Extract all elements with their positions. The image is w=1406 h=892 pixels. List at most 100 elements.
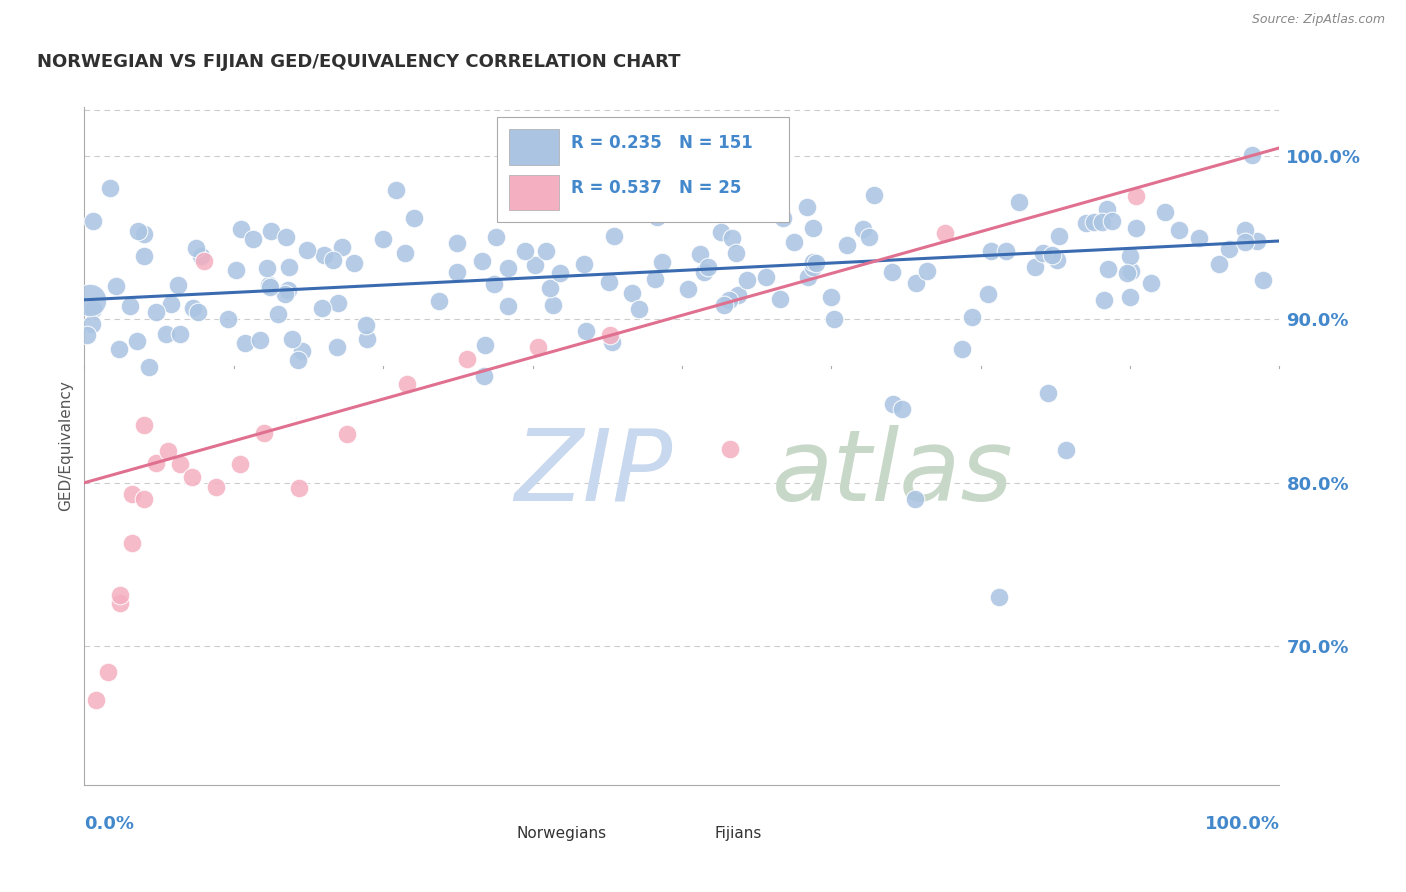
Point xyxy=(1119,264,1142,278)
Point xyxy=(651,255,673,269)
Point xyxy=(145,305,167,319)
Point xyxy=(278,260,301,274)
Point xyxy=(356,332,378,346)
Point xyxy=(1024,260,1046,275)
FancyBboxPatch shape xyxy=(479,823,510,847)
Text: NORWEGIAN VS FIJIAN GED/EQUIVALENCY CORRELATION CHART: NORWEGIAN VS FIJIAN GED/EQUIVALENCY CORR… xyxy=(37,53,681,70)
Point xyxy=(166,278,188,293)
FancyBboxPatch shape xyxy=(676,823,707,847)
FancyBboxPatch shape xyxy=(509,175,558,211)
Point xyxy=(138,360,160,375)
Point xyxy=(157,444,180,458)
Point xyxy=(1246,234,1268,248)
Point xyxy=(713,298,735,312)
Point xyxy=(950,343,973,357)
Point xyxy=(1092,293,1115,308)
Point xyxy=(980,244,1002,259)
Point xyxy=(1139,277,1161,291)
Point xyxy=(82,214,104,228)
Point xyxy=(86,693,108,707)
Point xyxy=(1036,385,1059,400)
Point xyxy=(603,229,626,244)
Point xyxy=(322,253,344,268)
Point xyxy=(169,327,191,342)
Point xyxy=(1240,148,1263,162)
Point xyxy=(1054,443,1077,458)
Point xyxy=(267,307,290,321)
Point xyxy=(121,487,143,501)
Point xyxy=(689,247,711,261)
Point xyxy=(336,426,359,441)
Point xyxy=(277,283,299,297)
Point xyxy=(193,254,215,268)
Point xyxy=(768,292,790,306)
Point xyxy=(880,265,903,279)
Point xyxy=(995,244,1018,258)
Point xyxy=(125,334,148,348)
Point xyxy=(721,231,744,245)
Point xyxy=(835,238,858,252)
Point xyxy=(1119,249,1142,263)
Point xyxy=(427,294,450,309)
Point xyxy=(181,301,204,315)
Point xyxy=(987,590,1010,604)
Point xyxy=(823,312,845,326)
Text: Norwegians: Norwegians xyxy=(517,826,607,841)
Point xyxy=(82,318,104,332)
Point xyxy=(915,264,938,278)
Point xyxy=(1233,223,1256,237)
Point xyxy=(249,334,271,348)
Point xyxy=(325,340,347,354)
Point xyxy=(295,243,318,257)
Point xyxy=(498,261,520,276)
Point xyxy=(796,201,818,215)
Point xyxy=(145,456,167,470)
FancyBboxPatch shape xyxy=(496,117,790,222)
Point xyxy=(724,246,747,260)
Point xyxy=(328,295,350,310)
Point xyxy=(132,491,156,506)
Point xyxy=(600,334,623,349)
Point xyxy=(598,275,620,289)
Point xyxy=(291,343,314,358)
Point xyxy=(852,221,875,235)
Point xyxy=(797,270,820,285)
Point xyxy=(97,665,120,679)
Point xyxy=(281,332,304,346)
Point xyxy=(1076,216,1098,230)
Point xyxy=(155,326,177,341)
Point xyxy=(1188,231,1211,245)
Point xyxy=(1032,246,1054,260)
Point xyxy=(718,293,741,307)
Point xyxy=(1251,273,1274,287)
Point xyxy=(754,270,776,285)
Point xyxy=(385,183,408,197)
Point xyxy=(446,235,468,250)
Point xyxy=(82,301,104,316)
Point xyxy=(803,260,825,275)
Point xyxy=(513,244,536,258)
Point xyxy=(276,230,298,244)
Text: R = 0.235   N = 151: R = 0.235 N = 151 xyxy=(571,134,752,152)
Point xyxy=(1083,215,1105,229)
Point xyxy=(863,188,886,202)
Point xyxy=(373,231,395,245)
Point xyxy=(1097,262,1119,277)
Point xyxy=(1095,202,1118,217)
Point xyxy=(627,302,650,317)
Point xyxy=(527,340,550,354)
Point xyxy=(394,246,416,260)
Point xyxy=(696,260,718,274)
Point xyxy=(905,276,928,290)
Point xyxy=(121,536,143,550)
Point xyxy=(159,297,181,311)
Point xyxy=(229,457,252,471)
Point xyxy=(1008,195,1031,210)
Point xyxy=(134,227,156,242)
Point xyxy=(311,301,333,315)
Point xyxy=(960,310,983,325)
Point xyxy=(727,288,749,302)
Point xyxy=(599,328,621,343)
Point xyxy=(205,480,228,494)
Point xyxy=(404,211,426,225)
